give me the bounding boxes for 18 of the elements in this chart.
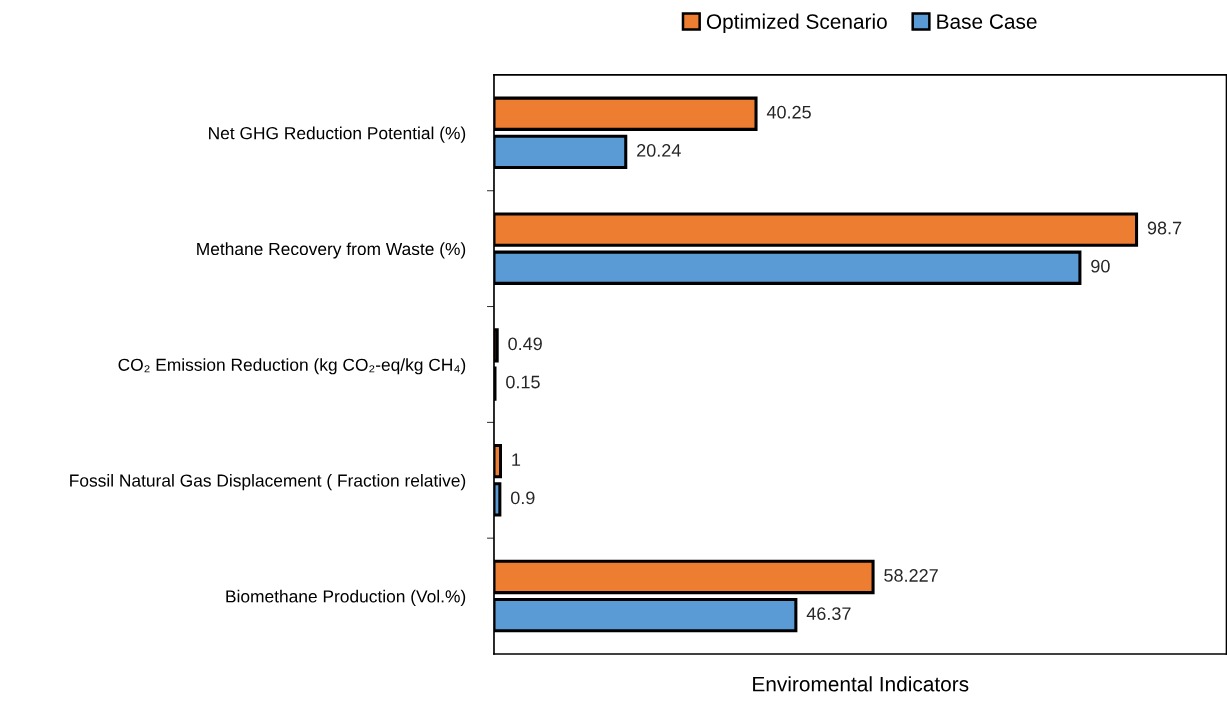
data-label: 0.15 xyxy=(506,375,540,389)
y-tick-label: Fossil Natural Gas Displacement ( Fraction relative) xyxy=(70,473,466,491)
data-label: 1 xyxy=(512,453,521,466)
data-label: 40.25 xyxy=(766,105,811,119)
y-tick-label: Biomethane Production (Vol.%) xyxy=(226,589,466,606)
data-label: 20.24 xyxy=(637,144,681,157)
y-tick-label: Net GHG Reduction Potential (%) xyxy=(209,126,466,143)
legend-label: Optimized Scenario xyxy=(706,13,887,34)
data-label: 0.49 xyxy=(508,337,542,351)
data-label: 46.37 xyxy=(806,607,851,621)
data-label: 58.227 xyxy=(884,569,938,582)
x-axis-title: Enviromental Indicators xyxy=(753,676,969,692)
data-label: 90 xyxy=(1091,259,1110,273)
y-tick-label: Methane Recovery from Waste (%) xyxy=(197,242,466,259)
data-label: 98.7 xyxy=(1147,221,1182,235)
y-tick-label: CO₂ Emission Reduction (kg CO₂-eq/kg CH₄) xyxy=(118,358,466,375)
data-label: 0.9 xyxy=(510,491,535,505)
legend-label: Base Case xyxy=(937,14,1037,29)
